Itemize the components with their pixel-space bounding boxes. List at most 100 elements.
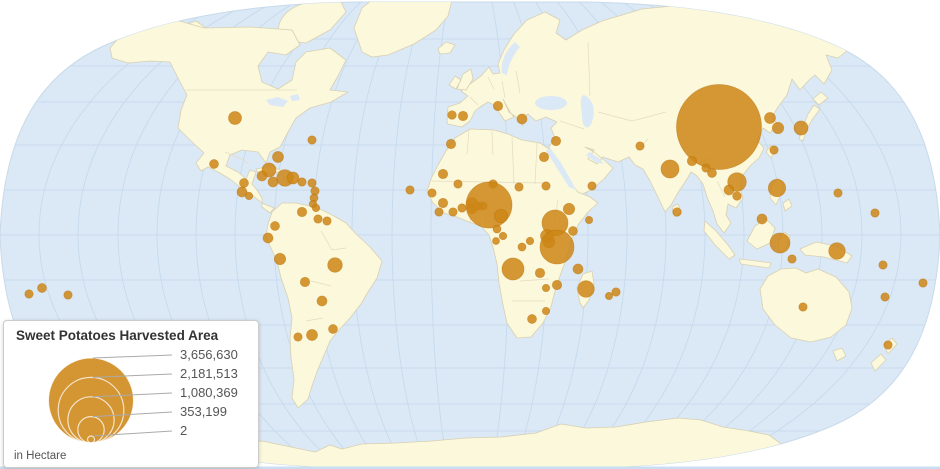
harvest-circle[interactable] (239, 178, 249, 188)
harvest-circle[interactable] (880, 292, 890, 302)
harvest-circle[interactable] (262, 232, 274, 244)
harvest-circle[interactable] (307, 135, 317, 145)
harvest-circle[interactable] (296, 206, 308, 218)
harvest-circle[interactable] (322, 216, 332, 226)
harvest-circle[interactable] (256, 170, 268, 182)
harvest-circle[interactable] (707, 168, 717, 178)
harvest-circle[interactable] (604, 291, 614, 301)
harvest-circle[interactable] (562, 202, 576, 216)
harvest-circle[interactable] (577, 280, 595, 298)
harvest-circle[interactable] (311, 203, 321, 213)
harvest-circle[interactable] (492, 100, 504, 112)
harvest-circle[interactable] (316, 295, 328, 307)
harvest-circle[interactable] (787, 254, 797, 264)
harvest-circle[interactable] (769, 145, 779, 155)
harvest-circle[interactable] (273, 252, 287, 266)
harvest-circle[interactable] (293, 332, 303, 342)
harvest-circle[interactable] (798, 302, 808, 312)
harvest-circle[interactable] (541, 306, 551, 316)
harvest-circle[interactable] (447, 110, 457, 120)
landmass-eurasia (446, 2, 849, 234)
harvest-circle[interactable] (534, 267, 546, 279)
harvest-circle[interactable] (306, 329, 318, 341)
harvest-circle[interactable] (611, 287, 621, 297)
landmass-australia (759, 267, 853, 362)
harvest-circle[interactable] (635, 141, 645, 151)
great-lakes (266, 94, 300, 107)
harvest-circle[interactable] (286, 171, 300, 185)
harvest-circle[interactable] (445, 138, 457, 150)
harvest-circle[interactable] (771, 121, 785, 135)
harvest-circle[interactable] (270, 221, 280, 231)
black-sea (535, 96, 567, 110)
harvest-circle[interactable] (437, 168, 449, 180)
harvest-circle[interactable] (584, 215, 594, 225)
harvest-circle[interactable] (878, 260, 888, 270)
harvest-circle[interactable] (516, 113, 528, 125)
legend-leader-line (92, 392, 173, 398)
harvest-circle[interactable] (434, 207, 444, 217)
harvest-circle[interactable] (453, 179, 463, 189)
harvest-circle[interactable] (676, 84, 762, 170)
harvest-circle[interactable] (541, 181, 551, 191)
harvest-circle[interactable] (793, 120, 809, 136)
harvest-circle[interactable] (492, 237, 500, 245)
harvest-circle[interactable] (550, 135, 562, 147)
harvest-circle[interactable] (448, 207, 458, 217)
harvest-circle[interactable] (327, 257, 343, 273)
harvest-circle[interactable] (427, 188, 437, 198)
harvest-circle[interactable] (493, 208, 509, 224)
harvest-circle[interactable] (437, 197, 449, 209)
harvest-circle[interactable] (307, 178, 317, 188)
harvest-circle[interactable] (539, 229, 575, 265)
harvest-circle[interactable] (686, 155, 698, 167)
harvest-circle[interactable] (833, 188, 843, 198)
harvest-circle[interactable] (551, 279, 563, 291)
harvest-circle[interactable] (769, 232, 791, 254)
harvest-circle[interactable] (272, 151, 284, 163)
harvest-circle[interactable] (883, 340, 893, 350)
harvest-circle[interactable] (37, 283, 47, 293)
harvest-circle[interactable] (498, 231, 508, 241)
harvest-circle[interactable] (457, 203, 467, 213)
harvest-circle[interactable] (870, 208, 880, 218)
harvest-circle[interactable] (299, 276, 311, 288)
harvest-circle[interactable] (541, 283, 551, 293)
harvest-circle[interactable] (568, 226, 578, 236)
landmass-british-isles (437, 41, 474, 91)
harvest-circle[interactable] (236, 186, 248, 198)
harvest-circle[interactable] (767, 178, 787, 198)
harvest-circle[interactable] (672, 207, 682, 217)
harvest-circle[interactable] (701, 163, 711, 173)
harvest-circle[interactable] (63, 290, 73, 300)
harvest-circle[interactable] (527, 314, 537, 324)
harvest-circle[interactable] (660, 159, 680, 179)
legend-panel: Sweet Potatoes Harvested Area 3,656,630 2… (3, 320, 259, 468)
harvest-circle[interactable] (328, 324, 338, 334)
harvest-circle[interactable] (587, 181, 597, 191)
harvest-circle[interactable] (572, 263, 584, 275)
harvest-circle[interactable] (492, 224, 502, 234)
harvest-circle[interactable] (244, 191, 254, 201)
harvest-circle[interactable] (732, 191, 742, 201)
harvest-circle[interactable] (209, 159, 219, 169)
harvest-circle[interactable] (405, 185, 415, 195)
harvest-circle[interactable] (501, 257, 525, 281)
harvest-circle[interactable] (764, 112, 776, 124)
harvest-circle[interactable] (514, 182, 524, 192)
harvest-circle[interactable] (228, 111, 242, 125)
harvest-circle[interactable] (828, 242, 846, 260)
harvest-circle[interactable] (525, 236, 535, 246)
harvest-circle[interactable] (313, 214, 323, 224)
harvest-circle[interactable] (756, 213, 768, 225)
harvest-circle[interactable] (538, 151, 550, 163)
harvest-circle[interactable] (297, 177, 307, 187)
legend-value-label: 2,181,513 (180, 366, 238, 381)
legend-leader-line (92, 373, 173, 378)
harvest-circle[interactable] (918, 278, 928, 288)
harvest-circle[interactable] (723, 184, 735, 196)
harvest-circle[interactable] (517, 242, 527, 252)
legend-value-label: 3,656,630 (180, 347, 238, 362)
harvest-circle[interactable] (457, 110, 469, 122)
harvest-circle[interactable] (24, 289, 34, 299)
